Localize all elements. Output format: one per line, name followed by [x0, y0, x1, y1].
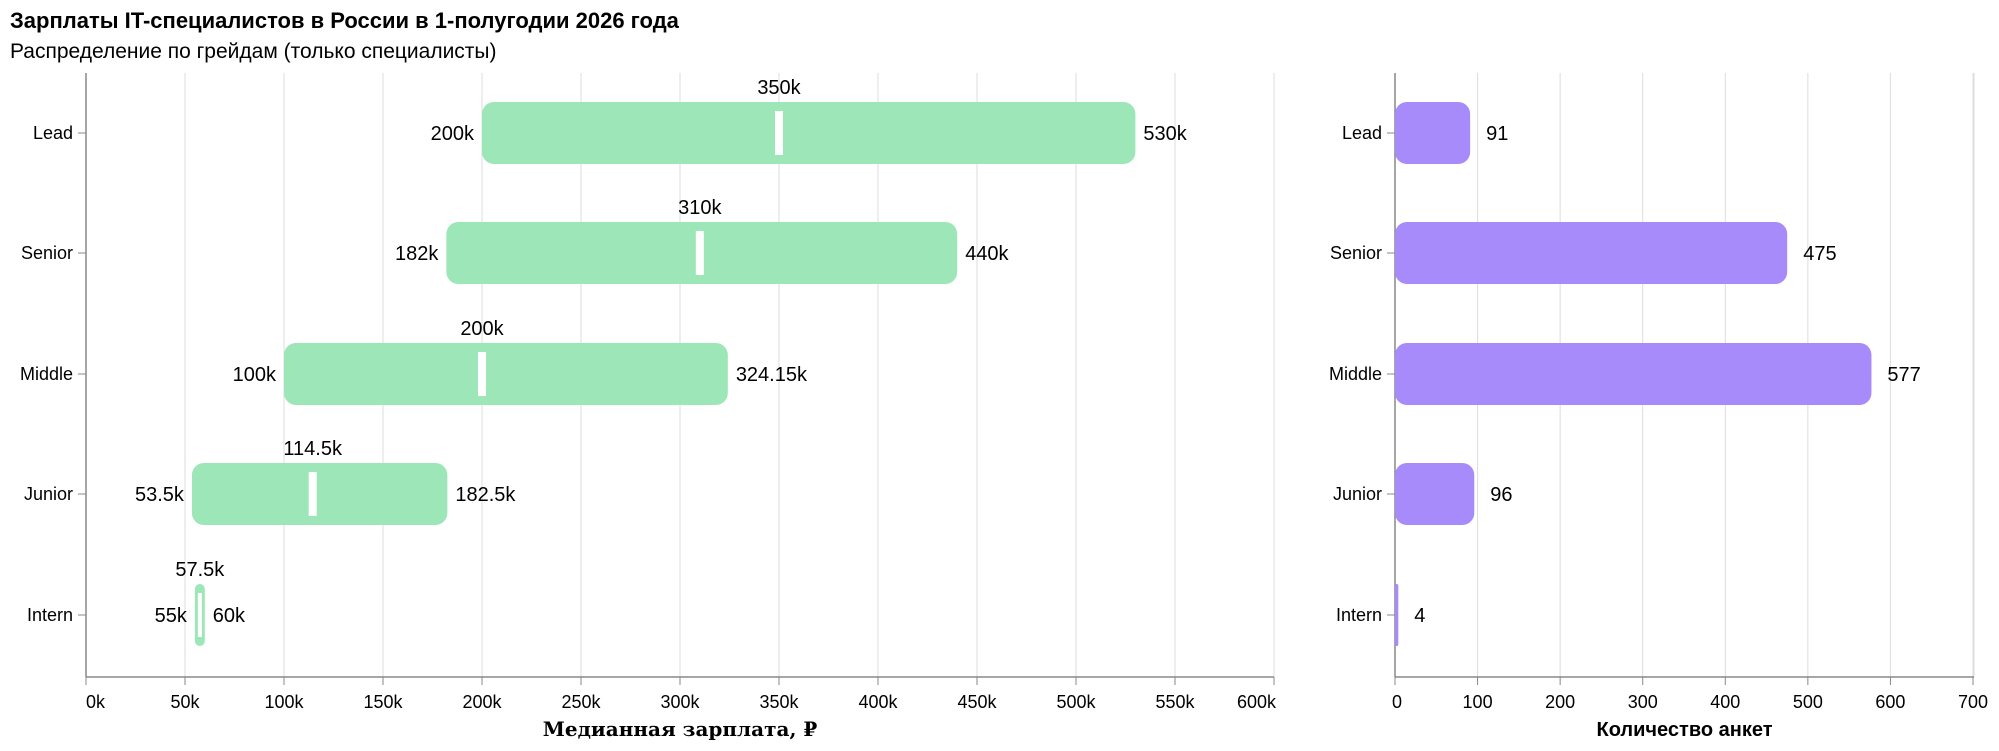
x-tick-label: 400k: [858, 692, 898, 712]
median-marker: [775, 111, 783, 155]
count-bar: [1395, 102, 1471, 164]
x-tick-label: 300k: [660, 692, 700, 712]
count-chart: 0 100 200 300 400 500 600 700 Lead 91 Senior 475 Mid…: [1329, 73, 1988, 741]
x-tick-label: 300: [1628, 692, 1658, 712]
range-bar: [191, 463, 448, 525]
x-tick-label: 0k: [86, 692, 106, 712]
max-value-label: 60k: [213, 605, 246, 627]
y-tick-label: Senior: [21, 243, 73, 263]
min-value-label: 200k: [431, 123, 475, 145]
y-tick-label: Middle: [1329, 364, 1382, 384]
x-tick-label: 200: [1545, 692, 1575, 712]
median-marker: [197, 593, 202, 637]
max-value-label: 182.5k: [455, 484, 516, 506]
x-tick-label: 200k: [462, 692, 502, 712]
x-tick-label: 450k: [957, 692, 997, 712]
median-value-label: 350k: [757, 77, 801, 99]
median-value-label: 57.5k: [175, 559, 225, 581]
y-tick-label: Intern: [27, 605, 73, 625]
min-value-label: 53.5k: [135, 484, 185, 506]
x-tick-label: 600k: [1237, 692, 1277, 712]
x-axis-title: Медианная зарплата, ₽: [543, 717, 818, 741]
x-tick-label: 150k: [363, 692, 403, 712]
count-value-label: 91: [1486, 123, 1508, 145]
count-bar: [1395, 584, 1399, 646]
y-tick-label: Senior: [1330, 243, 1382, 263]
median-marker: [478, 352, 486, 396]
median-value-label: 114.5k: [283, 438, 343, 460]
x-tick-label: 50k: [170, 692, 200, 712]
salary-range-chart: 0k 50k 100k 150k 200k 250k 300k 350k 400k 450k 500…: [20, 73, 1277, 741]
y-tick-label: Middle: [20, 364, 73, 384]
y-tick-label: Lead: [1342, 123, 1382, 143]
y-tick-label: Intern: [1336, 605, 1382, 625]
range-bar: [482, 102, 1136, 164]
range-bar: [284, 343, 728, 405]
x-tick-label: 250k: [561, 692, 601, 712]
count-bar: [1395, 222, 1788, 284]
y-tick-label: Junior: [24, 484, 73, 504]
x-tick-label: 500: [1793, 692, 1823, 712]
min-value-label: 100k: [233, 364, 277, 386]
max-value-label: 440k: [965, 243, 1009, 265]
max-value-label: 324.15k: [736, 364, 808, 386]
count-value-label: 96: [1490, 484, 1512, 506]
x-tick-label: 600: [1875, 692, 1905, 712]
min-value-label: 182k: [395, 243, 439, 265]
median-value-label: 200k: [460, 318, 504, 340]
x-tick-label: 500k: [1056, 692, 1096, 712]
x-tick-label: 350k: [759, 692, 799, 712]
median-marker: [308, 472, 317, 516]
x-tick-label: 100: [1463, 692, 1493, 712]
min-value-label: 55k: [155, 605, 188, 627]
count-value-label: 577: [1887, 364, 1920, 386]
x-tick-label: 100k: [264, 692, 304, 712]
count-bar: [1395, 343, 1872, 405]
x-tick-label: 0: [1392, 692, 1402, 712]
y-tick-label: Lead: [33, 123, 73, 143]
y-tick-label: Junior: [1333, 484, 1382, 504]
count-value-label: 475: [1803, 243, 1836, 265]
count-value-label: 4: [1414, 605, 1425, 627]
median-marker: [695, 231, 704, 275]
x-tick-label: 700: [1958, 692, 1988, 712]
count-bar: [1395, 463, 1475, 525]
x-axis-title: Количество анкет: [1597, 719, 1773, 741]
x-tick-label: 550k: [1155, 692, 1195, 712]
max-value-label: 530k: [1143, 123, 1187, 145]
chart-title: Зарплаты IT-специалистов в России в 1-по…: [10, 8, 679, 33]
chart-subtitle: Распределение по грейдам (только специал…: [10, 40, 497, 63]
x-tick-label: 400: [1710, 692, 1740, 712]
median-value-label: 310k: [678, 197, 722, 219]
